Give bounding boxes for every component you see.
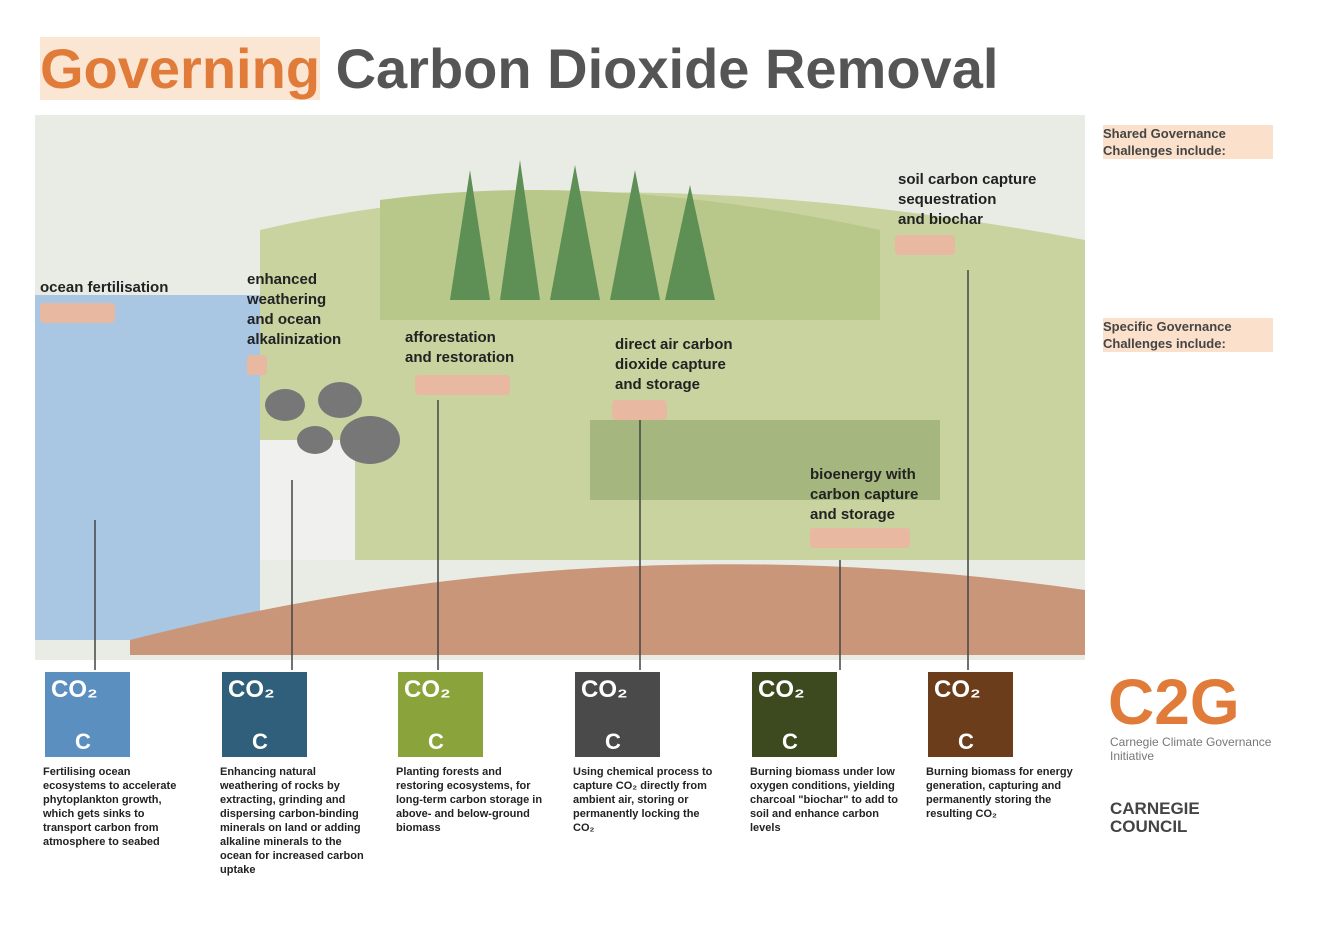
label-line: dioxide capture [615, 355, 733, 375]
icon-c: C [605, 729, 621, 755]
label-line: soil carbon capture [898, 170, 1036, 190]
method-icon: CO₂ C [752, 672, 837, 757]
page: Governing Carbon Dioxide Removal ocean f… [0, 0, 1336, 939]
label-line: ocean fertilisation [40, 278, 168, 298]
method-description: Planting forests and restoring ecosystem… [396, 765, 546, 835]
label-line: sequestration [898, 190, 1036, 210]
icon-co2: CO₂ [758, 676, 805, 704]
icon-c: C [428, 729, 444, 755]
label-line: enhanced [247, 270, 341, 290]
label-line: and ocean [247, 310, 341, 330]
icon-c: C [958, 729, 974, 755]
label-line: and storage [615, 375, 733, 395]
method-icon: CO₂ C [575, 672, 660, 757]
logo-council: CARNEGIE COUNCIL [1110, 800, 1230, 836]
logo-c2g-name: Carnegie Climate Governance Initiative [1110, 735, 1290, 763]
label-line: alkalinization [247, 330, 341, 350]
label-line: afforestation [405, 328, 514, 348]
ocean [35, 295, 260, 640]
label-line: direct air carbon [615, 335, 733, 355]
label-line: and restoration [405, 348, 514, 368]
icon-c: C [75, 729, 91, 755]
method-icon: CO₂ C [222, 672, 307, 757]
method-description: Burning biomass under low oxygen conditi… [750, 765, 900, 835]
method-description: Enhancing natural weathering of rocks by… [220, 765, 370, 877]
label-line: and biochar [898, 210, 1036, 230]
icon-co2: CO₂ [934, 676, 981, 704]
method-icon: CO₂ C [45, 672, 130, 757]
label-line: weathering [247, 290, 341, 310]
method-description: Burning biomass for energy generation, c… [926, 765, 1076, 821]
sidebar-heading: Specific Governance Challenges include: [1103, 318, 1273, 352]
icon-co2: CO₂ [228, 676, 275, 704]
method-label: ocean fertilisation [40, 278, 168, 298]
label-line: carbon capture [810, 485, 918, 505]
icon-co2: CO₂ [404, 676, 451, 704]
icon-co2: CO₂ [581, 676, 628, 704]
label-line: bioenergy with [810, 465, 918, 485]
icon-c: C [252, 729, 268, 755]
icon-c: C [782, 729, 798, 755]
method-icon: CO₂ C [398, 672, 483, 757]
sidebar-heading: Shared Governance Challenges include: [1103, 125, 1273, 159]
method-description: Using chemical process to capture CO₂ di… [573, 765, 723, 835]
logo-c2g: C2G [1108, 665, 1240, 739]
method-description: Fertilising ocean ecosystems to accelera… [43, 765, 193, 849]
icon-co2: CO₂ [51, 676, 98, 704]
label-line: and storage [810, 505, 918, 525]
gravel [260, 440, 355, 560]
method-icon: CO₂ C [928, 672, 1013, 757]
